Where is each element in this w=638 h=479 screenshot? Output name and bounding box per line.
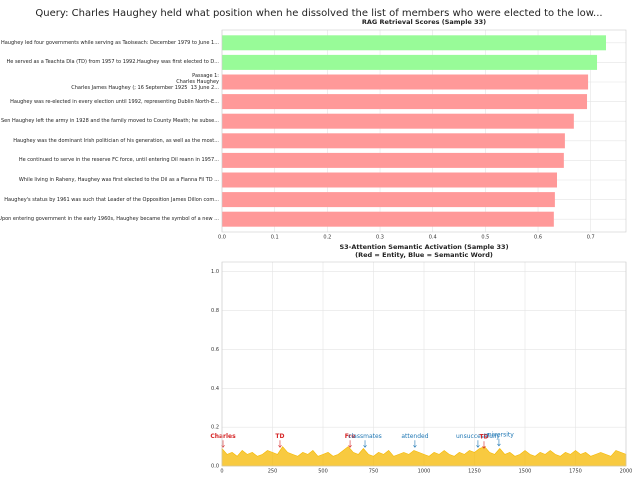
bar [222,172,557,188]
annotation: unsuccessfully [456,433,500,440]
annotation-arrowhead [482,446,486,449]
y-tick-label: Haughey led four governments while servi… [0,39,219,46]
annotation: TD [275,433,284,440]
y-tick-label: Sen Haughey left the army in 1928 and th… [1,118,219,125]
x-tick-label: 0.3 [376,235,384,241]
annotation-arrowhead [278,445,282,448]
x-tick-label: 1250 [468,469,481,475]
x-tick-label: 0.0 [218,235,226,241]
y-tick-label: He served as a Teachta Dla (TD) from 195… [6,59,219,66]
y-tick-label: While living in Raheny, Haughey was firs… [18,177,219,183]
x-tick-label: 1000 [418,469,431,475]
bar [222,54,598,70]
bar [222,192,555,208]
annotation: TD [479,434,488,441]
annotation: Fre [345,433,356,440]
x-tick-label: 0.1 [271,235,279,241]
x-tick-label: 0.2 [323,235,331,241]
bar [222,94,588,110]
x-tick-label: 0.4 [429,235,437,241]
annotation-arrowhead [476,445,480,448]
x-tick-label: 0.7 [587,235,595,241]
y-tick-label: Haughey was re-elected in every election… [10,98,219,105]
x-tick-label: 1750 [569,469,582,475]
y-tick-label: Upon entering government in the early 19… [0,216,219,223]
x-tick-label: 250 [268,469,278,475]
annotation-arrowhead [497,443,501,447]
y-tick-label: 0.2 [211,425,219,431]
y-tick-label: He continued to serve in the reserve FC … [18,157,219,164]
x-tick-label: 500 [318,469,328,475]
y-tick-label: 1.0 [211,269,219,275]
y-tick-label: 0.0 [211,464,219,470]
bar [222,133,565,149]
bar [222,152,564,168]
annotation-arrowhead [363,445,367,448]
chart-title: S3-Attention Semantic Activation (Sample… [339,243,508,251]
bar [222,35,606,51]
annotation: classmates [348,433,382,440]
plot-frame [221,29,627,233]
annotation-arrowhead [413,445,417,448]
chart-subtitle: (Red = Entity, Blue = Semantic Word) [355,251,493,259]
x-tick-label: 1500 [519,469,532,475]
y-tick-label: Haughey was the dominant Irish politicia… [13,137,219,144]
activation-area [221,446,627,467]
y-tick-label: Passage 1: Charles Haughey Charles James… [71,73,219,91]
annotation: Charles [210,433,236,440]
bar [222,113,574,129]
y-tick-label: 0.6 [211,347,219,353]
figure-title: Query: Charles Haughey held what positio… [35,8,602,19]
x-tick-label: 0.6 [534,235,542,241]
annotation-arrowhead [348,445,352,448]
x-tick-label: 2000 [620,469,633,475]
x-tick-label: 0.5 [481,235,489,241]
y-tick-label: 0.4 [211,386,219,392]
chart-title: RAG Retrieval Scores (Sample 33) [362,18,486,26]
annotation: attended [401,433,428,440]
plot-frame [221,261,627,467]
y-tick-label: Haughey's status by 1961 was such that L… [4,196,219,203]
x-tick-label: 750 [369,469,379,475]
bar [222,74,589,90]
x-tick-label: 0 [220,469,223,475]
y-tick-label: 0.8 [211,308,219,314]
bar [222,211,554,227]
annotation: university [484,431,514,438]
